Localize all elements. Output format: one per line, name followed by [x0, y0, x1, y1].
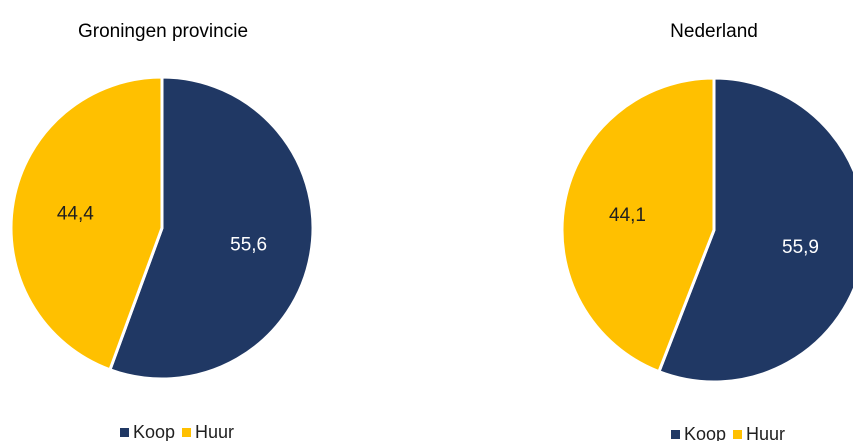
- legend-nederland: Koop Huur: [671, 424, 785, 441]
- legend-swatch-huur: [182, 428, 191, 437]
- pie-slice-huur: [9, 75, 164, 372]
- legend-swatch-koop: [120, 428, 129, 437]
- chart-title-groningen: Groningen provincie: [78, 21, 248, 42]
- legend-label-koop: Koop: [133, 422, 175, 441]
- legend-swatch-koop: [671, 430, 680, 439]
- pie-nederland: 55,9 44,1: [560, 76, 853, 384]
- legend-groningen: Koop Huur: [120, 422, 234, 441]
- chart-nederland: Nederland 55,9 44,1 Koop Huur: [560, 21, 853, 441]
- slice-label-huur: 44,1: [609, 205, 646, 226]
- pie-slice-huur: [560, 76, 716, 374]
- pie-slice-koop: [657, 76, 853, 384]
- legend-label-huur: Huur: [746, 424, 785, 441]
- chart-groningen: Groningen provincie 55,6 44,4 Koop Huur: [9, 21, 315, 441]
- slice-label-koop: 55,6: [230, 234, 267, 255]
- pie-groningen: 55,6 44,4: [9, 75, 315, 381]
- slice-label-huur: 44,4: [57, 204, 94, 225]
- slice-label-koop: 55,9: [782, 237, 819, 258]
- legend-label-koop: Koop: [684, 424, 726, 441]
- legend-label-huur: Huur: [195, 422, 234, 441]
- pie-slice-koop: [108, 75, 315, 381]
- chart-title-nederland: Nederland: [670, 21, 758, 42]
- legend-swatch-huur: [733, 430, 742, 439]
